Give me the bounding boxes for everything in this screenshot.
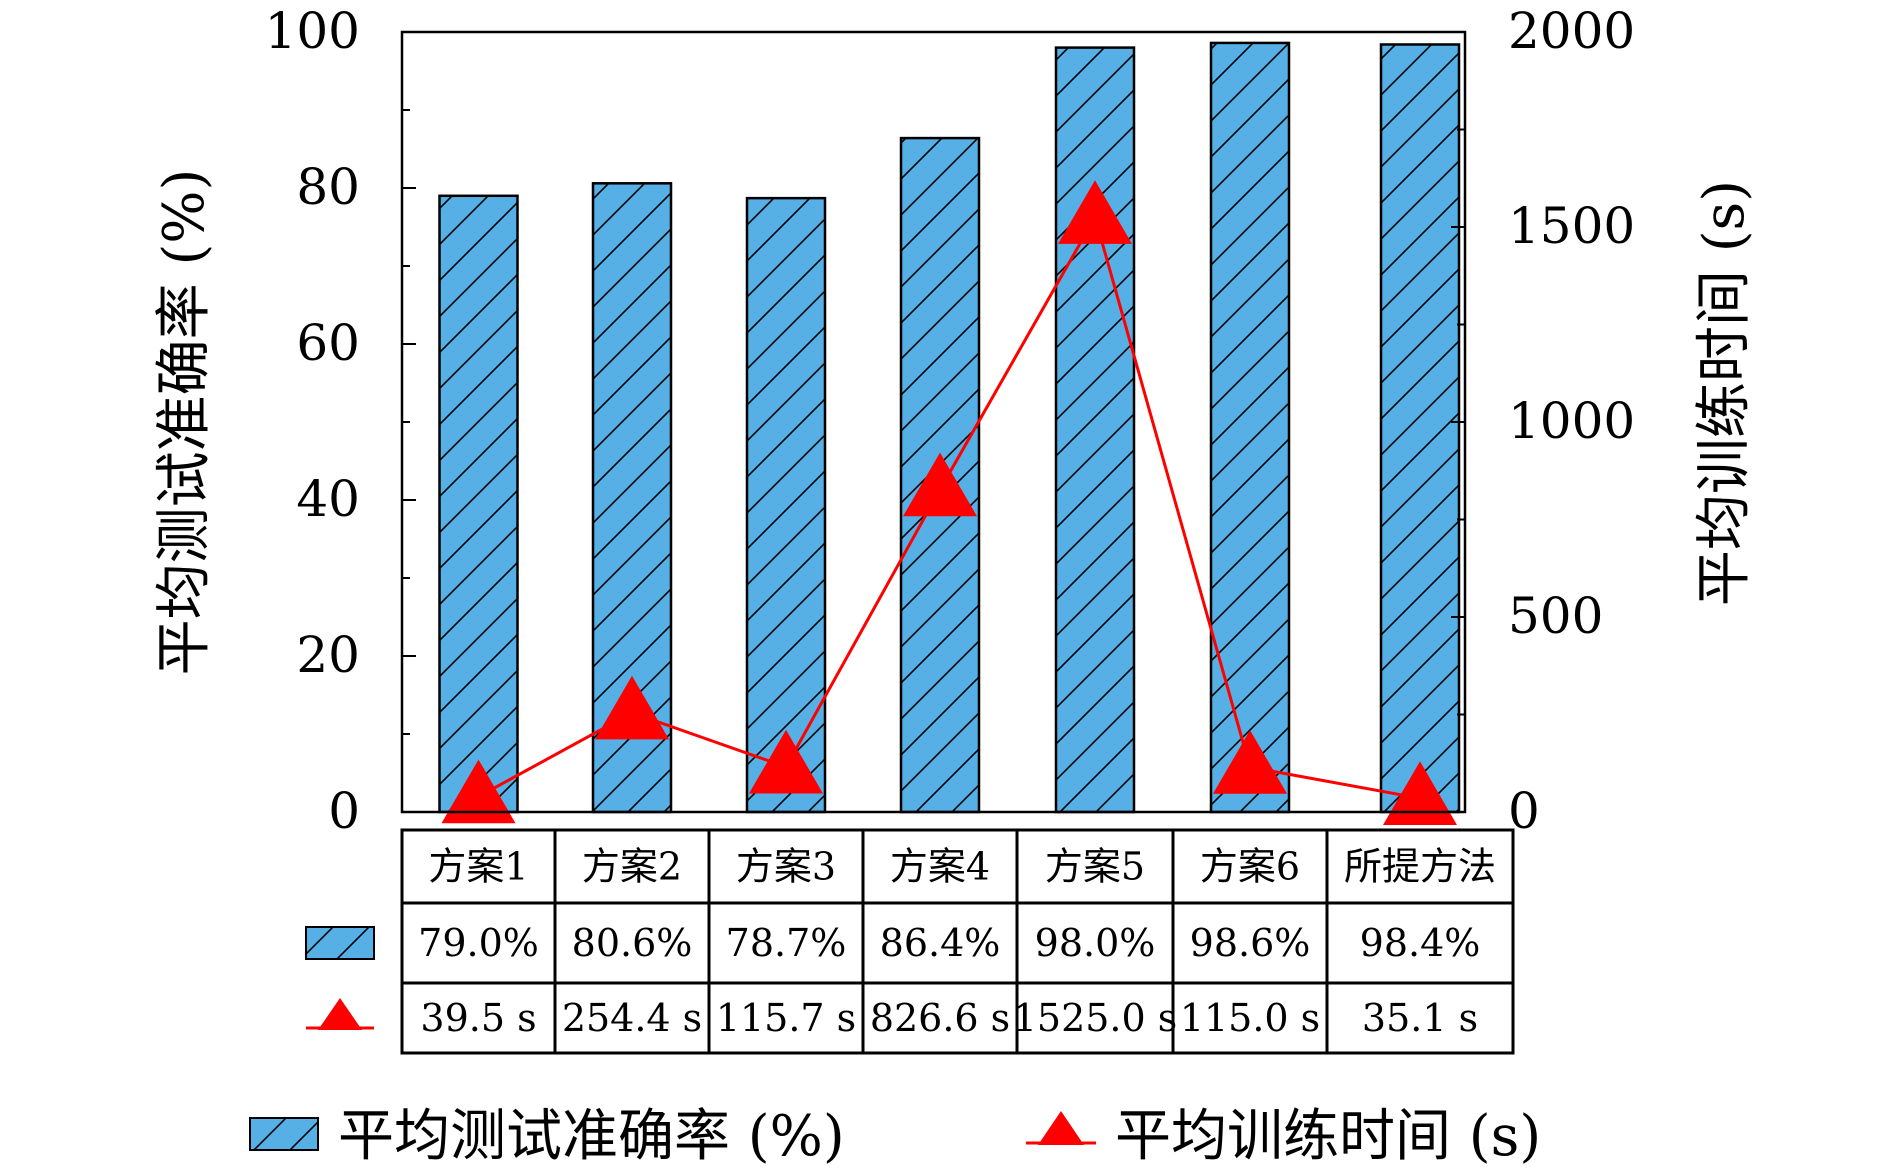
bar-hatch: [1209, 41, 1291, 814]
left-tick-label: 40: [296, 470, 360, 528]
table-category-label: 方案1: [428, 845, 528, 889]
legend-triangle-swatch: [1038, 1111, 1084, 1145]
right-tick-label: 2000: [1508, 2, 1635, 60]
table-category-label: 方案6: [1200, 845, 1300, 889]
table-accuracy-value: 98.6%: [1190, 921, 1311, 965]
triangle-marker: [595, 675, 669, 740]
bar-hatch: [745, 196, 827, 814]
left-tick-label: 100: [265, 2, 360, 60]
table-key-bar-hatch: [305, 926, 375, 960]
bar-group: [1054, 46, 1136, 814]
legend: 平均测试准确率 (%) 平均训练时间 (s): [249, 1104, 1541, 1169]
bar-group: [745, 196, 827, 814]
legend-time-label: 平均训练时间 (s): [1115, 1104, 1541, 1169]
triangle-marker: [1213, 730, 1287, 794]
bar-hatch: [438, 194, 519, 814]
triangle-marker: [441, 759, 516, 824]
table-category-label: 方案2: [582, 845, 682, 889]
table-time-value: 826.6 s: [870, 996, 1010, 1040]
bar-hatch: [1054, 46, 1136, 814]
right-tick-label: 1500: [1508, 197, 1635, 255]
data-table: 方案1 79.0% 39.5 s 方案2 80.6% 254.4 s 方案3 78.7% 115…: [305, 828, 1515, 1055]
bar-group: [591, 182, 673, 814]
right-axis-title: 平均训练时间 (s): [1692, 180, 1757, 606]
axis-titles: 平均测试准确率 (%) 平均训练时间 (s): [152, 169, 1757, 676]
triangle-marker: [749, 729, 823, 794]
table-category-label: 方案3: [736, 845, 836, 889]
table-accuracy-value: 80.6%: [572, 921, 693, 965]
bar-group: [1379, 43, 1461, 814]
triangle-marker: [1058, 180, 1132, 244]
left-axis-title: 平均测试准确率 (%): [152, 169, 217, 676]
triangle-marker: [1383, 761, 1457, 825]
table-time-value: 115.7 s: [716, 996, 856, 1040]
bar-hatch: [1379, 43, 1461, 814]
table-accuracy-value: 79.0%: [418, 921, 539, 965]
triangle-marker: [903, 452, 977, 517]
left-tick-label: 60: [296, 314, 360, 372]
left-tick-label: 20: [296, 626, 360, 684]
training-time-series: [441, 180, 1457, 825]
table-category-label: 方案5: [1045, 845, 1145, 889]
left-tick-label: 0: [328, 782, 360, 840]
table-category-label: 所提方法: [1344, 845, 1496, 889]
table-category-label: 方案4: [890, 845, 990, 889]
table-accuracy-value: 86.4%: [880, 921, 1001, 965]
table-time-value: 39.5 s: [420, 996, 536, 1040]
table-time-value: 115.0 s: [1180, 996, 1320, 1040]
bar-group: [1209, 41, 1291, 814]
bar-group: [438, 194, 519, 814]
table-time-value: 35.1 s: [1362, 996, 1478, 1040]
right-tick-label: 500: [1508, 587, 1603, 645]
table-key-triangle: [318, 998, 362, 1030]
right-tick-label: 1000: [1508, 392, 1635, 450]
table-time-value: 254.4 s: [562, 996, 702, 1040]
left-tick-label: 80: [296, 158, 360, 216]
legend-accuracy-label: 平均测试准确率 (%): [338, 1104, 845, 1169]
legend-bar-swatch-hatch: [249, 1117, 319, 1151]
table-time-value: 1525.0 s: [1013, 996, 1178, 1040]
table-accuracy-value: 98.4%: [1360, 921, 1481, 965]
table-accuracy-value: 98.0%: [1035, 921, 1156, 965]
accuracy-bars: [438, 41, 1461, 814]
table-border: [400, 828, 1515, 1055]
table-accuracy-value: 78.7%: [726, 921, 847, 965]
